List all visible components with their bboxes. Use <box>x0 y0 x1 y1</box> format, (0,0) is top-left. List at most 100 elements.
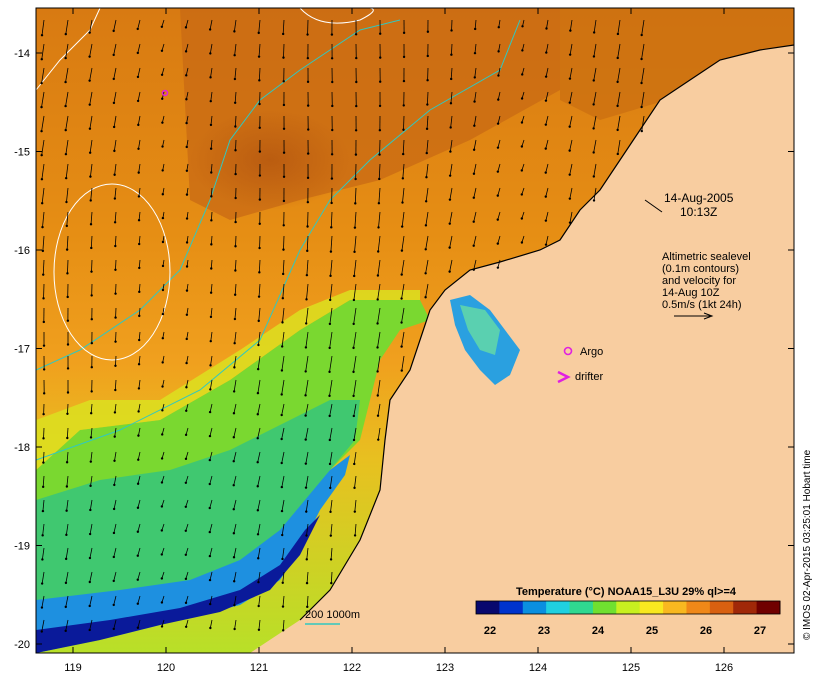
colorbar-swatch <box>709 601 734 614</box>
velocity-arrow <box>569 139 573 151</box>
drifter-label: drifter <box>575 371 603 383</box>
velocity-arrow-head <box>449 150 452 153</box>
velocity-arrow <box>114 451 117 461</box>
velocity-arrow-head <box>64 56 67 60</box>
velocity-arrow-head <box>113 483 116 487</box>
velocity-arrow-head <box>400 225 404 228</box>
velocity-arrow-head <box>64 605 67 609</box>
colorbar-tick-label: 27 <box>754 625 766 637</box>
velocity-arrow <box>641 67 645 84</box>
velocity-arrow-head <box>473 124 476 127</box>
velocity-arrow-head <box>184 577 188 581</box>
velocity-arrow <box>234 595 237 606</box>
alt-line-3: and velocity for <box>662 275 736 287</box>
velocity-arrow <box>473 163 477 174</box>
velocity-arrow-head <box>64 581 68 585</box>
velocity-arrow-head <box>64 152 68 156</box>
velocity-arrow <box>498 67 501 76</box>
lon-tick-label: 125 <box>622 662 640 674</box>
velocity-arrow <box>641 43 645 60</box>
velocity-arrow-head <box>233 30 236 33</box>
velocity-arrow <box>138 259 141 268</box>
velocity-arrow-head <box>41 225 44 229</box>
velocity-arrow-head <box>233 603 236 607</box>
velocity-arrow <box>329 307 333 324</box>
velocity-arrow-head <box>160 481 164 484</box>
velocity-arrow <box>402 187 405 203</box>
velocity-arrow <box>67 259 69 274</box>
velocity-arrow-head <box>496 146 500 149</box>
velocity-arrow <box>89 67 93 81</box>
velocity-arrow-head <box>90 294 93 297</box>
velocity-arrow-head <box>184 529 187 532</box>
velocity-arrow-head <box>281 605 285 608</box>
velocity-arrow-head <box>450 53 453 56</box>
velocity-arrow <box>234 91 237 103</box>
colorbar-ticks: 22 23 24 25 26 27 <box>484 625 766 637</box>
lat-tick-label: -16 <box>14 245 30 257</box>
velocity-arrow <box>330 547 333 560</box>
velocity-arrow-head <box>185 241 189 244</box>
velocity-arrow-head <box>232 580 236 583</box>
velocity-arrow-head <box>448 222 451 225</box>
velocity-arrow-head <box>376 346 379 349</box>
velocity-arrow-head <box>90 246 93 250</box>
velocity-arrow-head <box>497 50 500 53</box>
velocity-arrow-head <box>257 604 260 608</box>
velocity-arrow-head <box>473 100 476 103</box>
velocity-arrow-head <box>113 411 117 414</box>
velocity-arrow <box>138 379 141 389</box>
velocity-arrow <box>473 211 477 222</box>
velocity-arrow <box>282 619 285 631</box>
velocity-arrow <box>426 115 429 129</box>
velocity-arrow-head <box>88 79 91 82</box>
velocity-arrow-head <box>40 606 44 609</box>
warm-eddy-core <box>190 110 350 210</box>
colorbar-tick-label: 23 <box>538 625 550 637</box>
velocity-arrow <box>66 475 69 487</box>
velocity-arrow <box>138 163 141 173</box>
velocity-arrow <box>282 19 285 34</box>
velocity-arrow-head <box>88 532 92 536</box>
lat-tick-label: -15 <box>14 147 30 159</box>
velocity-arrow <box>210 283 213 293</box>
velocity-arrow <box>258 19 261 33</box>
velocity-arrow-head <box>112 29 115 33</box>
velocity-arrow <box>137 619 141 628</box>
velocity-arrow-head <box>232 556 236 559</box>
velocity-arrow-head <box>42 297 45 300</box>
velocity-arrow-head <box>424 224 428 227</box>
velocity-arrow-head <box>472 244 475 247</box>
alt-line-5: 0.5m/s (1kt 24h) <box>662 299 741 311</box>
velocity-arrow-head <box>209 364 212 367</box>
velocity-arrow <box>305 331 309 348</box>
axes: -14 -15 -16 -17 -18 -19 -20 119 120 121 122 123 124 1… <box>14 8 794 674</box>
velocity-arrow-head <box>65 224 69 228</box>
velocity-arrow <box>234 307 237 320</box>
velocity-arrow-head <box>520 169 524 172</box>
velocity-arrow-head <box>257 628 261 632</box>
velocity-arrow-head <box>497 98 500 101</box>
velocity-arrow-head <box>304 486 308 489</box>
velocity-arrow-head <box>282 224 285 227</box>
velocity-arrow <box>569 19 573 31</box>
velocity-arrow <box>402 163 405 179</box>
velocity-arrow-head <box>352 370 355 374</box>
velocity-arrow <box>569 91 573 103</box>
velocity-arrow-head <box>592 55 596 58</box>
velocity-arrow <box>234 619 237 630</box>
velocity-arrow <box>42 451 45 463</box>
velocity-arrow-head <box>114 340 117 343</box>
velocity-arrow <box>474 19 477 29</box>
velocity-arrow-head <box>568 149 571 152</box>
velocity-arrow <box>41 163 45 180</box>
isobath-200m <box>36 19 521 461</box>
velocity-arrow-head <box>136 99 140 103</box>
velocity-arrow-head <box>65 485 69 488</box>
velocity-arrow <box>233 19 237 32</box>
velocity-arrow-head <box>305 581 309 585</box>
bay-shallow <box>460 305 500 355</box>
coastline <box>299 44 794 621</box>
velocity-arrow <box>113 91 117 104</box>
velocity-arrow-head <box>282 199 286 203</box>
